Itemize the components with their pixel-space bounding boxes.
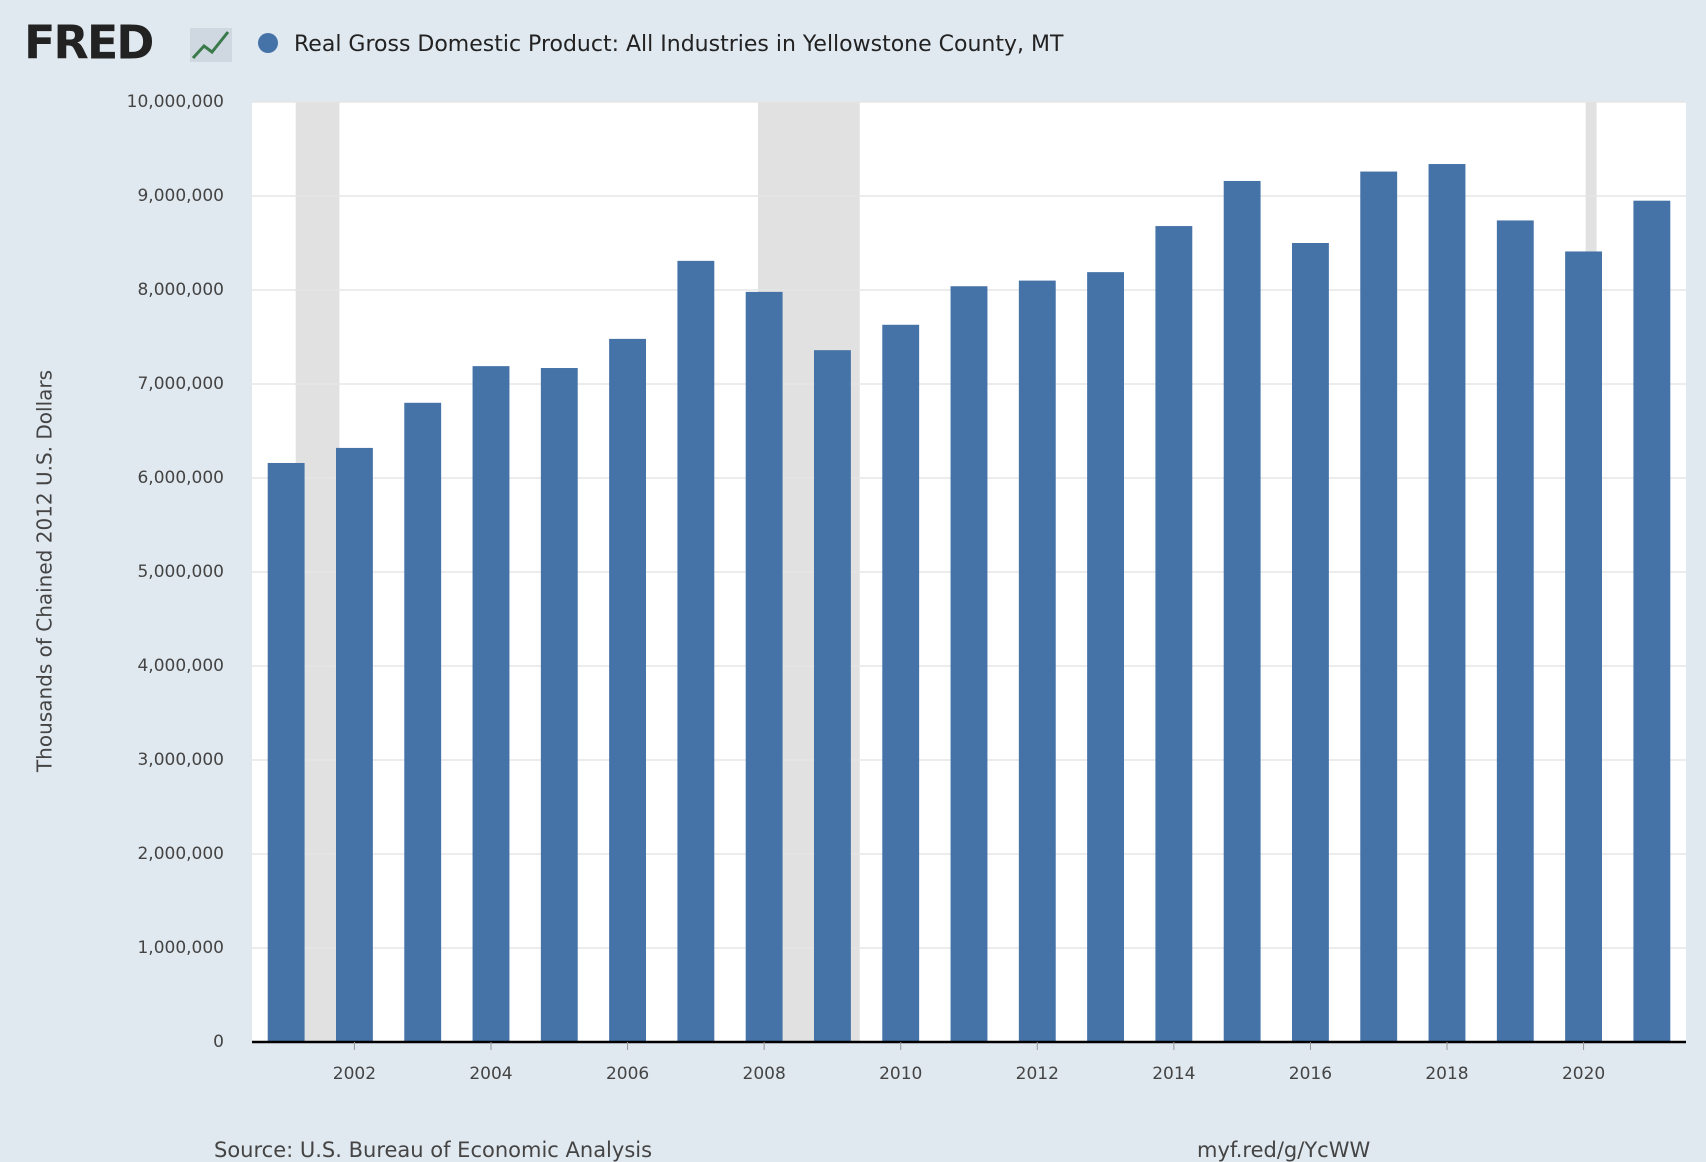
bar [1087, 272, 1125, 1042]
x-tick-label: 2014 [1152, 1064, 1195, 1084]
bar [1360, 171, 1398, 1042]
bar [267, 462, 305, 1043]
y-tick-label: 9,000,000 [137, 186, 224, 206]
bar [540, 368, 578, 1042]
bar [813, 350, 851, 1042]
y-tick-label: 1,000,000 [137, 938, 224, 958]
bar [1155, 226, 1193, 1042]
x-tick-label: 2002 [333, 1064, 376, 1084]
x-tick-label: 2006 [606, 1064, 649, 1084]
x-tick-label: 2020 [1562, 1064, 1605, 1084]
chart-title: Real Gross Domestic Product: All Industr… [294, 32, 1064, 57]
bar [1018, 280, 1056, 1043]
y-tick-label: 7,000,000 [137, 374, 224, 394]
x-tick-label: 2016 [1289, 1064, 1332, 1084]
y-tick-label: 6,000,000 [137, 468, 224, 488]
bar [1428, 164, 1466, 1043]
logo: FRED [24, 16, 152, 70]
bar [1223, 180, 1261, 1042]
y-tick-label: 3,000,000 [137, 750, 224, 770]
bar [677, 260, 715, 1042]
y-tick-label: 2,000,000 [137, 844, 224, 864]
bar [882, 324, 920, 1042]
legend-marker [258, 33, 278, 53]
bar [1633, 200, 1671, 1042]
bar [950, 286, 988, 1042]
bar [1565, 251, 1603, 1042]
bar [335, 447, 373, 1042]
bar [745, 291, 783, 1042]
x-tick-label: 2012 [1016, 1064, 1059, 1084]
bar [404, 402, 442, 1042]
y-tick-label: 8,000,000 [137, 280, 224, 300]
logo-icon [190, 28, 232, 62]
link[interactable]: myf.red/g/YcWW [1197, 1138, 1370, 1162]
bar [472, 366, 510, 1042]
x-tick-label: 2010 [879, 1064, 922, 1084]
y-tick-label: 0 [213, 1032, 224, 1052]
source: Source: U.S. Bureau of Economic Analysis [214, 1138, 652, 1162]
x-tick-label: 2004 [469, 1064, 512, 1084]
y-tick-label: 4,000,000 [137, 656, 224, 676]
y-tick-label: 10,000,000 [127, 92, 224, 112]
bar [1291, 243, 1329, 1042]
x-tick-label: 2008 [743, 1064, 786, 1084]
bar [1496, 220, 1534, 1042]
x-tick-label: 2018 [1425, 1064, 1468, 1084]
y-axis-label: Thousands of Chained 2012 U.S. Dollars [33, 370, 57, 773]
bar [609, 338, 647, 1042]
y-tick-label: 5,000,000 [137, 562, 224, 582]
